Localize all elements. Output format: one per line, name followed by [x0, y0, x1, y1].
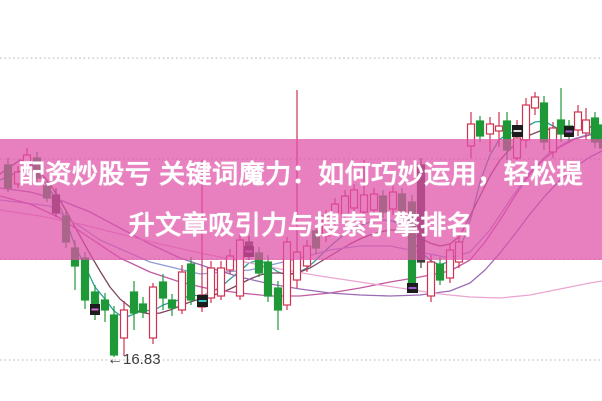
- candle-body: [186, 263, 196, 301]
- low-price-annotation: ← 16.83: [107, 351, 161, 368]
- candle-body: [216, 267, 226, 297]
- low-price-value: 16.83: [123, 351, 161, 368]
- candle-body: [435, 263, 445, 281]
- candle-body: [573, 111, 583, 131]
- candle-body: [138, 303, 148, 313]
- candle-body: [521, 104, 531, 141]
- candle-body: [494, 125, 504, 132]
- title-line-1: 配资炒股亏 关键词魔力：如何巧妙运用，轻松提: [18, 158, 584, 189]
- candle-body: [539, 102, 549, 143]
- candle-body: [485, 123, 495, 135]
- candle-body: [598, 124, 602, 149]
- candle-body: [273, 287, 283, 311]
- candle-body: [581, 119, 591, 134]
- candle-body: [158, 281, 168, 299]
- candle-body: [119, 309, 129, 339]
- candle-body: [263, 261, 273, 297]
- candle-body: [109, 314, 119, 356]
- candle-body: [530, 96, 540, 109]
- title-banner: 配资炒股亏 关键词魔力：如何巧妙运用，轻松提 升文章吸引力与搜索引擎排名: [0, 139, 602, 260]
- candle-body: [206, 267, 216, 299]
- title-line-2: 升文章吸引力与搜索引擎排名: [128, 209, 474, 240]
- candle-body: [177, 271, 187, 311]
- candle-body: [167, 299, 177, 309]
- candle-body: [80, 257, 90, 301]
- candle-body: [148, 286, 158, 339]
- left-arrow-icon: ←: [107, 351, 123, 368]
- candle-body: [475, 120, 485, 137]
- candle-body: [129, 291, 139, 314]
- candle-body: [100, 299, 110, 311]
- candle-body: [556, 119, 566, 135]
- candle-body: [426, 261, 436, 297]
